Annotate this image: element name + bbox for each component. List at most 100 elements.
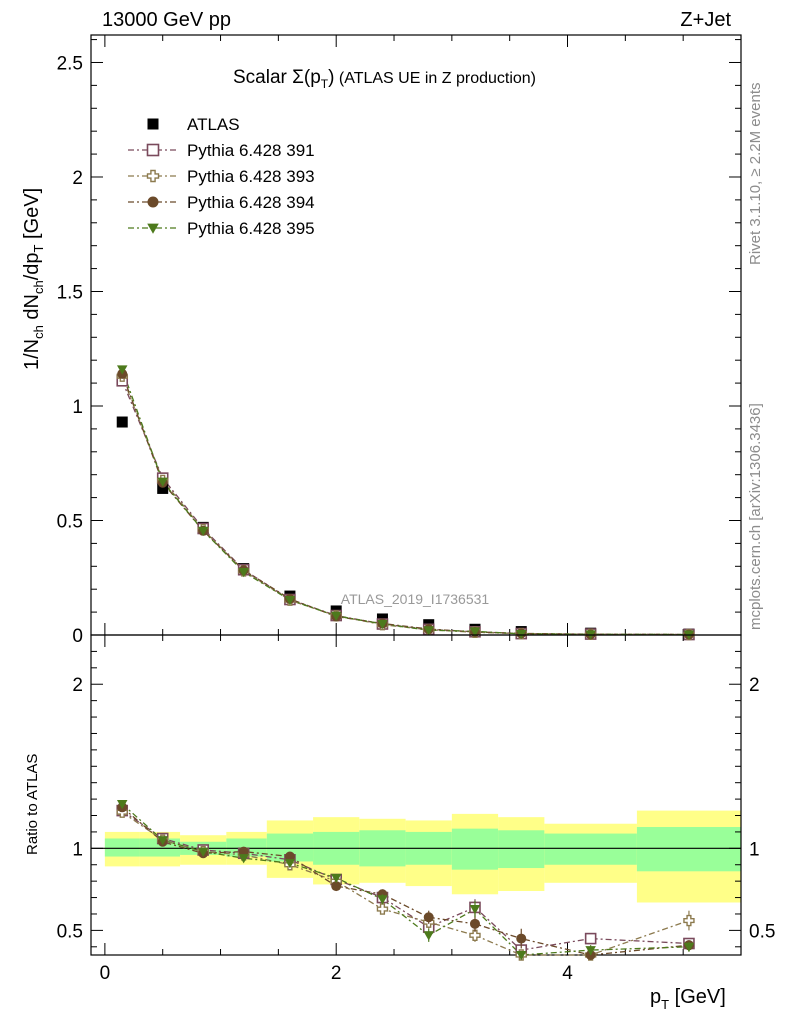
legend-label-p394: Pythia 6.428 394 — [187, 193, 315, 212]
main-y-tick-label: 0 — [72, 626, 83, 647]
legend-marker-atlas — [147, 118, 159, 130]
xlabel-part: p — [650, 986, 661, 1008]
ratio-band-inner — [139, 838, 181, 857]
ratio-point-p391 — [584, 932, 597, 945]
plot-title-rest: (ATLAS UE in Z production) — [334, 70, 536, 87]
ratio-point-p395 — [683, 942, 695, 953]
ratio-y-tick-label: 0.5 — [57, 921, 83, 942]
ratio-point-p393 — [469, 929, 481, 942]
x-tick-label: 0 — [100, 963, 111, 984]
ratio-point-p395 — [377, 895, 388, 905]
ratio-point-p395 — [284, 859, 296, 869]
ratio-uncertainty-bands — [104, 810, 741, 903]
legend-label-p391: Pythia 6.428 391 — [187, 141, 315, 160]
rivet-side-label: Rivet 3.1.10, ≥ 2.2M events — [747, 83, 764, 266]
ratio-frame — [90, 634, 742, 956]
xlabel-part: T — [661, 997, 669, 1012]
ratio-point-p395 — [423, 931, 434, 941]
analysis-watermark: ATLAS_2019_I1736531 — [341, 591, 490, 607]
ratio-band-inner — [636, 827, 741, 872]
ratio-series-lines — [121, 803, 690, 956]
header-right: Z+Jet — [680, 9, 731, 31]
ratio-point-p395 — [238, 854, 249, 864]
ratio-point-p395 — [469, 905, 481, 915]
main-point-p395 — [377, 620, 388, 630]
ratio-y-tick-label-right: 1 — [749, 839, 760, 860]
ratio-y-tick-label: 2 — [72, 675, 83, 696]
main-y-tick-label: 2 — [72, 168, 83, 189]
main-y-tick-label: 0.5 — [57, 511, 83, 532]
mcplots-side-label: mcplots.cern.ch [arXiv:1306.3436] — [747, 403, 764, 630]
main-point-p395 — [116, 365, 128, 375]
ratio-series-line-p395 — [121, 803, 690, 956]
main-ylabel-part: [GeV] — [21, 188, 43, 245]
legend-label-p395: Pythia 6.428 395 — [187, 219, 315, 238]
legend-label-p393: Pythia 6.428 393 — [187, 167, 315, 186]
ratio-plot-area: 0 2 4 0.5 0.5 1 1 2 2 — [57, 634, 775, 984]
plot-title-main: Scalar Σ(p — [233, 67, 321, 88]
main-ylabel-part: 1/N — [21, 339, 43, 370]
ratio-band-inner — [498, 830, 545, 869]
ratio-series-points — [116, 800, 695, 961]
ratio-point-p394 — [423, 912, 434, 923]
main-point-p395 — [330, 611, 342, 622]
plot-title: Scalar Σ(pT) (ATLAS UE in Z production) — [233, 67, 536, 91]
plot-title-sub: T — [321, 77, 329, 91]
plot-title-close: ) — [328, 67, 334, 88]
ratio-point-p395 — [330, 873, 342, 884]
ratio-y-tick-label-right: 0.5 — [749, 921, 775, 942]
main-point-p395 — [157, 477, 168, 487]
ratio-y-axis-label: Ratio to ATLAS — [24, 754, 41, 855]
main-point-p395 — [197, 526, 209, 537]
legend-marker-p391 — [146, 143, 160, 157]
ratio-point-p395 — [197, 847, 209, 857]
legend-marker-p395 — [147, 223, 159, 234]
main-series-points — [116, 365, 695, 641]
ratio-point-p394 — [284, 851, 295, 862]
x-axis-label: pT [GeV] — [650, 986, 726, 1012]
header-left: 13000 GeV pp — [102, 9, 231, 31]
ratio-band-inner — [451, 828, 499, 870]
xlabel-part: [GeV] — [669, 986, 726, 1008]
ratio-band-inner — [104, 838, 140, 857]
ratio-point-p395 — [157, 836, 168, 846]
main-y-tick-label: 1 — [72, 397, 83, 418]
main-plot-area: 0 0.5 1 1.5 2 2.5 — [57, 34, 742, 647]
main-ylabel-part: dN — [21, 294, 43, 325]
ratio-point-p394 — [469, 918, 480, 929]
main-point-p395 — [423, 626, 434, 636]
main-point-p395 — [469, 627, 481, 637]
ratio-point-p394 — [516, 933, 527, 944]
main-ylabel-part: ch — [31, 325, 46, 339]
legend-label-atlas: ATLAS — [187, 115, 240, 134]
legend: ATLAS Pythia 6.428 391 Pythia 6.428 393 Pyt… — [128, 115, 315, 238]
ratio-point-p395 — [585, 946, 596, 956]
main-point-p395 — [284, 595, 296, 606]
x-tick-label: 4 — [562, 963, 573, 984]
main-series-line-p395 — [121, 369, 690, 636]
legend-marker-p393 — [146, 169, 160, 183]
main-y-axis-label: 1/Nch dNch/dpT [GeV] — [21, 188, 46, 370]
ratio-series-line-p394 — [121, 806, 690, 956]
main-ylabel-part: T — [31, 244, 46, 252]
ratio-y-tick-label-right: 2 — [749, 675, 760, 696]
main-series-lines — [121, 369, 690, 636]
main-point-atlas — [157, 482, 169, 494]
ratio-point-p394 — [331, 881, 342, 892]
ratio-point-p395 — [116, 800, 128, 810]
main-ylabel-part: ch — [31, 280, 46, 294]
main-point-p395 — [238, 568, 249, 578]
main-ylabel-part: /dp — [21, 252, 43, 280]
main-point-atlas — [116, 416, 128, 428]
ratio-y-tick-label: 1 — [72, 839, 83, 860]
ratio-point-p393 — [683, 914, 695, 927]
x-tick-label: 2 — [331, 963, 342, 984]
ratio-point-p395 — [515, 951, 527, 961]
legend-marker-p394 — [147, 196, 159, 208]
main-y-tick-label: 2.5 — [57, 53, 83, 74]
ratio-band-inner — [544, 833, 637, 865]
main-y-tick-label: 1.5 — [57, 282, 83, 303]
ratio-point-p393 — [376, 903, 389, 915]
ratio-point-p394 — [238, 846, 249, 857]
